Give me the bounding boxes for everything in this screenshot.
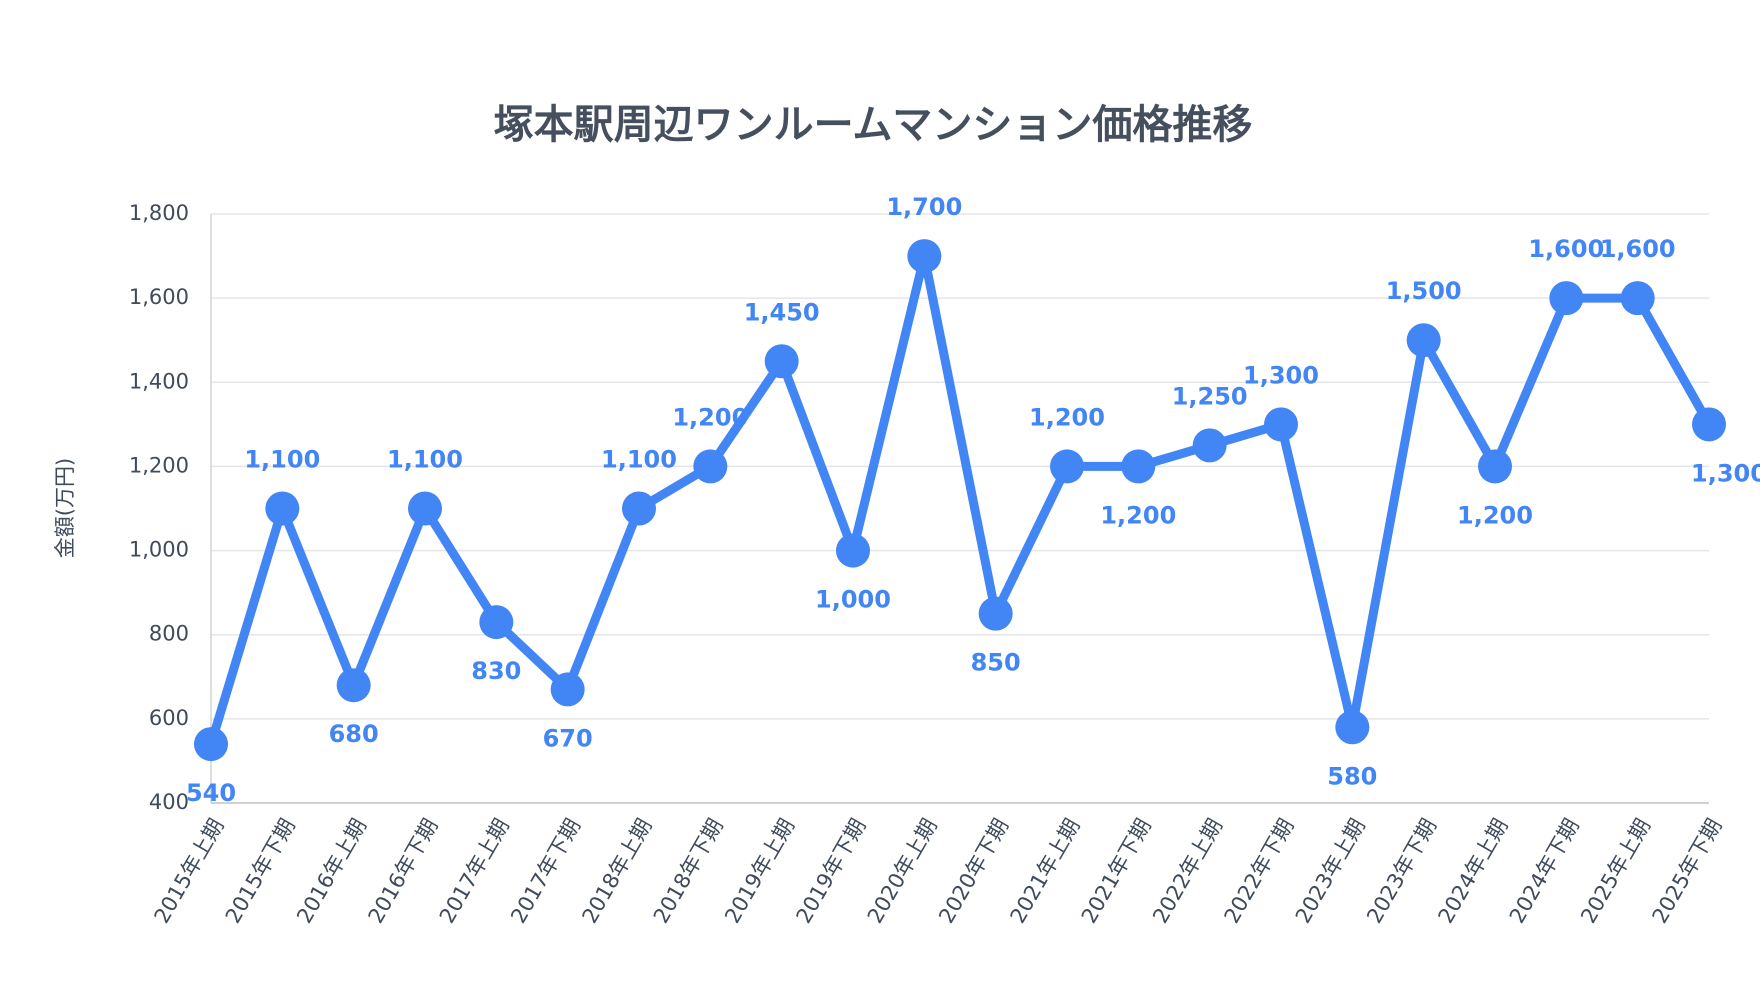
value-label: 670 (543, 724, 593, 752)
value-label: 1,200 (1100, 501, 1176, 529)
point (479, 605, 514, 640)
value-label: 1,100 (601, 446, 677, 474)
y-axis-title: 金額(万円) (53, 458, 77, 558)
point (1335, 710, 1370, 745)
value-label: 1,200 (672, 403, 748, 431)
value-label: 680 (329, 720, 379, 748)
value-label: 1,100 (387, 446, 463, 474)
value-label: 1,200 (1029, 403, 1105, 431)
value-label: 1,000 (815, 586, 891, 614)
point (1050, 449, 1084, 484)
y-tick-label: 600 (149, 706, 189, 730)
value-label: 1,500 (1386, 277, 1462, 305)
chart-title: 塚本駅周辺ワンルームマンション価格推移 (494, 102, 1253, 148)
y-tick-label: 800 (149, 622, 189, 646)
point (408, 491, 442, 526)
line (206, 251, 1713, 746)
point (693, 449, 728, 484)
y-tick-label: 1,800 (129, 201, 189, 225)
point (764, 344, 799, 379)
value-label: 1,600 (1600, 235, 1676, 263)
point (978, 596, 1013, 631)
y-tick-label: 1,000 (129, 538, 189, 562)
value-label: 830 (471, 657, 521, 685)
value-label: 1,300 (1243, 361, 1319, 389)
value-label: 1,200 (1457, 501, 1533, 529)
y-tick-label: 1,400 (129, 369, 189, 393)
value-label: 1,100 (244, 446, 320, 474)
point (1192, 428, 1227, 463)
point (336, 668, 371, 703)
point (907, 239, 942, 274)
point (1478, 449, 1512, 484)
point (194, 727, 228, 762)
point (1620, 281, 1655, 316)
y-tick-label: 400 (149, 790, 189, 814)
point (1264, 407, 1298, 442)
point (265, 491, 300, 526)
value-label: 540 (186, 779, 236, 807)
point (1121, 449, 1156, 484)
y-tick-label: 1,600 (129, 285, 189, 309)
value-label: 580 (1327, 762, 1377, 790)
value-label: 850 (971, 649, 1021, 677)
value-label: 1,700 (886, 193, 962, 221)
point (1549, 281, 1584, 316)
y-tick-label: 1,200 (129, 453, 189, 477)
point (550, 672, 585, 707)
value-label: 1,300 (1691, 459, 1760, 487)
value-label: 1,600 (1528, 235, 1604, 263)
value-label: 1,250 (1172, 382, 1248, 410)
point (1692, 407, 1726, 442)
point (1406, 323, 1441, 358)
point (836, 533, 870, 568)
point (622, 491, 656, 526)
value-label: 1,450 (744, 298, 820, 326)
